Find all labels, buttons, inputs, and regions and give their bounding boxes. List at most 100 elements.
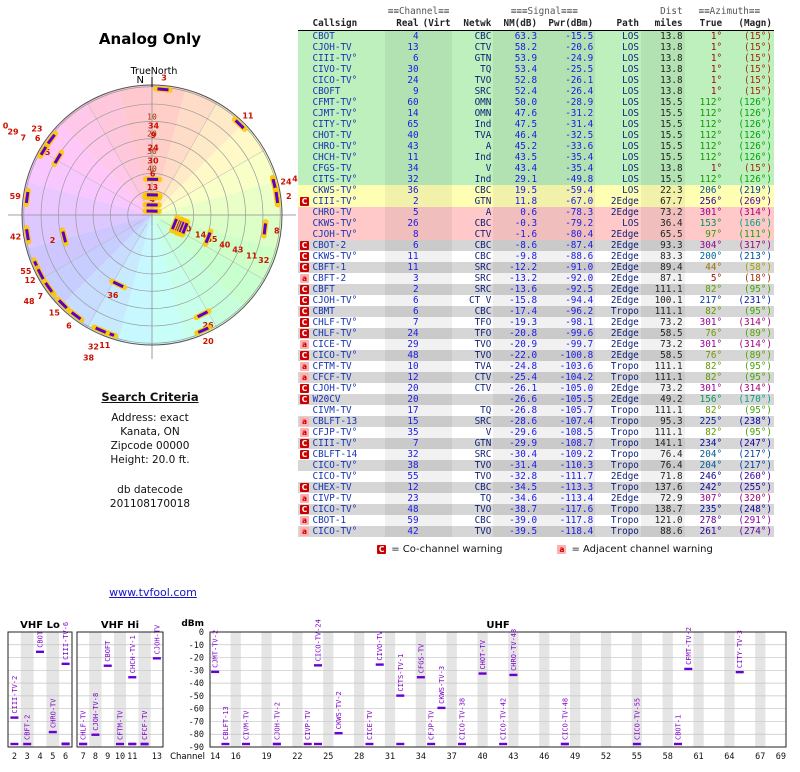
cell-miles: 111.1: [641, 306, 685, 317]
cell-real-channel: 17: [385, 405, 420, 416]
cell-virt-channel: [421, 97, 452, 108]
cell-real-channel: 65: [385, 119, 420, 130]
cell-network: CTV: [452, 372, 494, 383]
cell-virt-channel: [421, 493, 452, 504]
polar-chart-wrap: 40302010NTrueNorth4136302496014654043113…: [2, 60, 302, 374]
cell-warning-flag: C: [298, 284, 310, 295]
cell-real-channel: 11: [385, 262, 420, 273]
cell-virt-channel: [421, 526, 452, 537]
cell-nm-db: 50.0: [493, 97, 539, 108]
cell-callsign: CIVM-TV: [310, 405, 385, 416]
group-signal: ≡≡≡Signal≡≡≡: [493, 6, 595, 18]
cell-azimuth-true: 246°: [685, 471, 724, 482]
channel-tick-label: 2: [12, 752, 17, 762]
cell-network: SRC: [452, 416, 494, 427]
cell-pwr-dbm: -15.5: [539, 31, 595, 43]
column-header-netwk: Netwk: [452, 18, 494, 31]
table-group-header-row: ≡≡Channel≡≡ ≡≡≡Signal≡≡≡ Dist ≡≡Azimuth≡…: [298, 6, 774, 18]
cell-virt-channel: [421, 152, 452, 163]
cell-network: TVO: [452, 75, 494, 86]
cell-pwr-dbm: -107.4: [539, 416, 595, 427]
cell-azimuth-magn: (248°): [724, 504, 774, 515]
adjacent-channel-flag-icon: a: [300, 516, 309, 525]
station-callsign-label: CFCF-TV: [141, 710, 149, 740]
cell-path: 2Edge: [595, 251, 641, 262]
station-callsign-label: CKWS-TV-2: [335, 691, 343, 729]
cell-azimuth-magn: (111°): [724, 229, 774, 240]
cell-azimuth-magn: (89°): [724, 350, 774, 361]
cell-callsign: CIII-TV°: [310, 53, 385, 64]
station-signal-marker: [314, 743, 322, 745]
station-callsign-label: CBOT-1: [675, 715, 683, 740]
cell-real-channel: 20: [385, 383, 420, 394]
cell-warning-flag: C: [298, 317, 310, 328]
tvfool-link[interactable]: www.tvfool.com: [88, 586, 218, 599]
cell-azimuth-true: 307°: [685, 493, 724, 504]
cell-callsign: W20CV: [310, 394, 385, 405]
cell-path: Tropo: [595, 306, 641, 317]
cell-virt-channel: [421, 361, 452, 372]
cell-azimuth-true: 261°: [685, 526, 724, 537]
cell-virt-channel: [421, 438, 452, 449]
station-callsign-label: CHOT-TV: [479, 639, 487, 669]
criteria-height: Height: 20.0 ft.: [0, 454, 300, 466]
cell-azimuth-true: 1°: [685, 163, 724, 174]
cell-miles: 15.5: [641, 141, 685, 152]
channel-tick-label: 34: [416, 752, 426, 762]
channel-number-label: 30: [147, 157, 159, 166]
cell-real-channel: 11: [385, 152, 420, 163]
cell-real-channel: 48: [385, 350, 420, 361]
cell-warning-flag: [298, 130, 310, 141]
cell-pwr-dbm: -25.5: [539, 64, 595, 75]
channel-tick-label: 61: [693, 752, 703, 762]
station-callsign-label: CJOH-TV-8: [92, 693, 100, 731]
cell-nm-db: -34.5: [493, 482, 539, 493]
cell-path: LOS: [595, 108, 641, 119]
cell-network: CBC: [452, 482, 494, 493]
cell-nm-db: 0.6: [493, 207, 539, 218]
cell-nm-db: -30.4: [493, 449, 539, 460]
channel-tick-label: 8: [93, 752, 98, 762]
station-callsign-label: CBLFT-13: [222, 706, 230, 740]
cell-callsign: CHLF-TV°: [310, 317, 385, 328]
cell-callsign: CJOH-TV: [310, 42, 385, 53]
cell-azimuth-magn: (95°): [724, 361, 774, 372]
cell-azimuth-true: 1°: [685, 53, 724, 64]
cell-pwr-dbm: -26.1: [539, 75, 595, 86]
cell-path: 2Edge: [595, 339, 641, 350]
cell-miles: 76.4: [641, 460, 685, 471]
channel-tick-label: 10: [115, 752, 125, 762]
cell-azimuth-true: 112°: [685, 108, 724, 119]
signal-table: ≡≡Channel≡≡ ≡≡≡Signal≡≡≡ Dist ≡≡Azimuth≡…: [298, 6, 774, 537]
cell-network: SRC: [452, 262, 494, 273]
co-channel-flag-icon: C: [300, 450, 309, 459]
true-north-label: TrueNorth: [130, 66, 178, 77]
cell-callsign: CICO-TV°: [310, 460, 385, 471]
cell-callsign: CHOT-TV: [310, 130, 385, 141]
channel-tick-label: 16: [231, 752, 241, 762]
cell-warning-flag: a: [298, 493, 310, 504]
co-channel-flag-icon: C: [300, 384, 309, 393]
cell-azimuth-magn: (126°): [724, 130, 774, 141]
cell-virt-channel: [421, 460, 452, 471]
cell-callsign: CICO-TV°: [310, 504, 385, 515]
cell-azimuth-magn: (15°): [724, 86, 774, 97]
cell-callsign: CBLFT-14: [310, 449, 385, 460]
cell-warning-flag: [298, 185, 310, 196]
cell-network: OMN: [452, 108, 494, 119]
cell-network: TVO: [452, 471, 494, 482]
co-channel-flag-icon: C: [300, 505, 309, 514]
cell-azimuth-true: 82°: [685, 361, 724, 372]
channel-number-label: 12: [24, 276, 35, 285]
co-channel-flag-icon: C: [300, 439, 309, 448]
station-callsign-label: CBFT-2: [24, 715, 32, 740]
adjacent-channel-flag-icon: a: [300, 527, 309, 536]
channel-tick-label: 25: [323, 752, 333, 762]
